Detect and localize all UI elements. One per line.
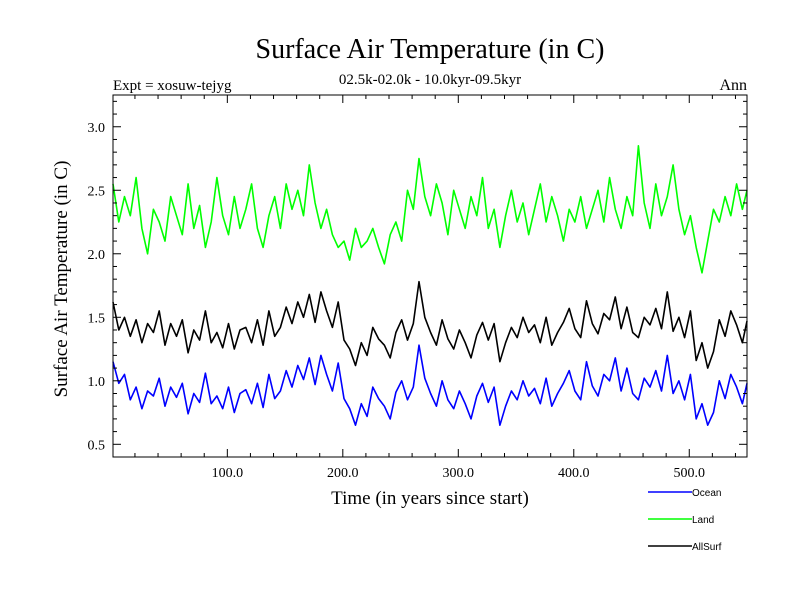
x-tick-label: 400.0 [558, 466, 590, 481]
y-axis-label: Surface Air Temperature (in C) [51, 161, 72, 398]
period-label: Ann [719, 77, 747, 94]
plot-frame [112, 94, 748, 458]
y-tick-label: 0.5 [88, 438, 106, 453]
legend-label-land: Land [692, 515, 714, 526]
expt-label: Expt = xosuw-tejyg [113, 78, 232, 94]
y-tick-label: 2.5 [88, 184, 106, 199]
x-tick-label: 100.0 [212, 466, 244, 481]
chart-title: Surface Air Temperature (in C) [256, 34, 605, 65]
series-line-land [112, 145, 748, 274]
legend: Ocean Land AllSurf [648, 488, 722, 553]
series-line-ocean [112, 344, 748, 427]
x-axis-label: Time (in years since start) [331, 488, 529, 509]
y-tick-label: 3.0 [88, 121, 106, 136]
legend-label-ocean: Ocean [692, 488, 721, 499]
x-tick-label: 200.0 [327, 466, 359, 481]
axis-layer: 100.0 200.0 300.0 400.0 500.0 0.5 1.0 1.5 2.0 2.5… [88, 95, 747, 481]
y-tick-label: 1.0 [88, 375, 106, 390]
legend-label-allsurf: AllSurf [692, 542, 722, 553]
x-tick-label: 500.0 [674, 466, 706, 481]
x-tick-label: 300.0 [443, 466, 475, 481]
chart-subtitle: 02.5k-02.0k - 10.0kyr-09.5kyr [339, 72, 521, 88]
series-layer [112, 145, 748, 427]
series-line-allsurf [112, 280, 748, 369]
y-tick-label: 1.5 [88, 311, 106, 326]
y-tick-label: 2.0 [88, 248, 106, 263]
